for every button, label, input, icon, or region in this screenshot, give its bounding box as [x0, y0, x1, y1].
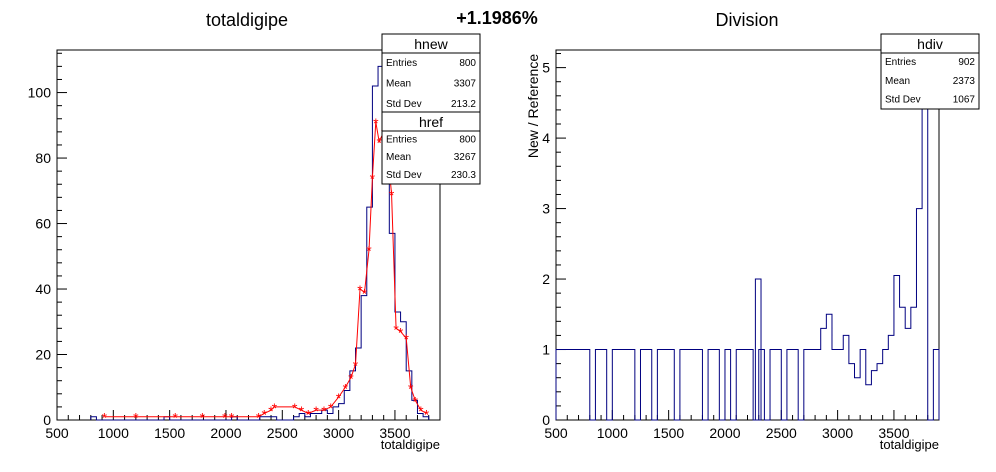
series-href-marker: *: [292, 400, 298, 416]
series-href-marker: *: [336, 390, 342, 406]
y-tick-label: 20: [35, 347, 51, 363]
stats-label: Entries: [885, 57, 916, 68]
stats-value: 1067: [953, 94, 976, 105]
stats-value: 230.3: [451, 170, 476, 181]
series-href-marker: *: [299, 403, 305, 419]
stats-label: Mean: [885, 76, 910, 87]
x-axis-label: totaldigipe: [381, 437, 440, 452]
x-tick-label: 3000: [822, 425, 853, 441]
series-href-marker: *: [272, 400, 278, 416]
x-tick-label: 3500: [878, 425, 909, 441]
stats-box-title: hnew: [414, 36, 448, 52]
series-href-marker: *: [376, 135, 382, 151]
x-tick-label: 500: [544, 425, 568, 441]
x-axis-label: totaldigipe: [880, 437, 939, 452]
series-href-marker: *: [102, 410, 108, 426]
stats-value: 800: [459, 58, 476, 69]
y-tick-label: 2: [542, 271, 550, 287]
series-href-marker: *: [353, 357, 359, 373]
series-href-marker: *: [408, 380, 414, 396]
y-tick-label: 60: [35, 216, 51, 232]
chart-title: totaldigipe: [206, 10, 288, 30]
series-href-marker: *: [370, 171, 376, 187]
series-href-marker: *: [418, 403, 424, 419]
stats-box-title: hdiv: [917, 36, 943, 52]
x-tick-label: 2000: [210, 425, 241, 441]
series-href-marker: *: [222, 410, 228, 426]
series-href-marker: *: [398, 325, 404, 341]
x-tick-label: 1000: [597, 425, 628, 441]
series-href-line: [104, 121, 427, 418]
stats-label: Std Dev: [386, 99, 422, 110]
x-tick-label: 2000: [709, 425, 740, 441]
series-href-marker: *: [262, 406, 268, 422]
series-href-marker: *: [321, 403, 327, 419]
panel-division: Division 500 1000 1500 2000 2500 3000 3500total…: [525, 10, 980, 452]
series-href-marker: *: [256, 410, 262, 426]
stats-box-frame: [381, 111, 481, 185]
series-href-marker: *: [268, 403, 274, 419]
stats-box-hnew: hnew Entries 800 Mean 3307 Std Dev 213.2: [381, 33, 481, 115]
series-href-marker: *: [328, 400, 334, 416]
percent-change: +1.1986%: [456, 8, 538, 28]
series-href-marker: *: [366, 243, 372, 259]
chart-title: Division: [715, 10, 778, 30]
series-href-marker: *: [305, 406, 311, 422]
series-href-marker: *: [343, 380, 349, 396]
stats-value: 3267: [454, 152, 477, 163]
y-tick-label: 100: [28, 85, 52, 101]
series-href-marker: *: [424, 406, 430, 422]
stats-label: Mean: [386, 79, 411, 90]
x-tick-label: 500: [45, 425, 69, 441]
stats-label: Entries: [386, 58, 417, 69]
series-href-marker: *: [229, 410, 235, 426]
stats-value: 3307: [454, 79, 477, 90]
stats-label: Std Dev: [885, 94, 921, 105]
y-tick-label: 5: [542, 60, 550, 76]
stats-value: 2373: [953, 76, 976, 87]
stats-label: Entries: [386, 134, 417, 145]
y-tick-label: 4: [542, 130, 550, 146]
series-href-marker: *: [403, 331, 409, 347]
series-href-marker: *: [200, 410, 206, 426]
series-href-marker: *: [373, 115, 379, 131]
y-tick-label: 1: [542, 342, 550, 358]
series-href-marker: *: [393, 321, 399, 337]
series-hdiv-line: [555, 67, 940, 421]
x-tick-label: 1500: [653, 425, 684, 441]
x-tick-label: 1000: [98, 425, 129, 441]
x-tick-label: 3500: [379, 425, 410, 441]
x-tick-label: 2500: [267, 425, 298, 441]
stats-label: Std Dev: [386, 170, 422, 181]
series-href-marker: *: [362, 285, 368, 301]
series-hnew-line: [90, 65, 430, 421]
y-tick-label: 0: [542, 412, 550, 428]
stats-value: 800: [459, 134, 476, 145]
series-href-marker: *: [389, 187, 395, 203]
x-tick-label: 2500: [766, 425, 797, 441]
stats-value: 902: [958, 57, 975, 68]
y-tick-label: 80: [35, 150, 51, 166]
stats-box-frame: [880, 33, 980, 110]
y-axis-label: New / Reference: [525, 54, 541, 158]
stats-value: 213.2: [451, 99, 476, 110]
x-tick-label: 1500: [154, 425, 185, 441]
series-href-marker: *: [133, 410, 139, 426]
stats-label: Mean: [386, 152, 411, 163]
series-href-marker: *: [173, 410, 179, 426]
stats-box-frame: [381, 33, 481, 115]
stats-box-title: href: [419, 114, 443, 130]
series-href-marker: *: [412, 393, 418, 409]
x-tick-label: 3000: [323, 425, 354, 441]
series-href-marker: *: [348, 370, 354, 386]
y-tick-label: 0: [43, 412, 51, 428]
series-href-marker: *: [357, 282, 363, 298]
series-href-marker: *: [313, 403, 319, 419]
y-tick-label: 3: [542, 201, 550, 217]
y-tick-label: 40: [35, 281, 51, 297]
